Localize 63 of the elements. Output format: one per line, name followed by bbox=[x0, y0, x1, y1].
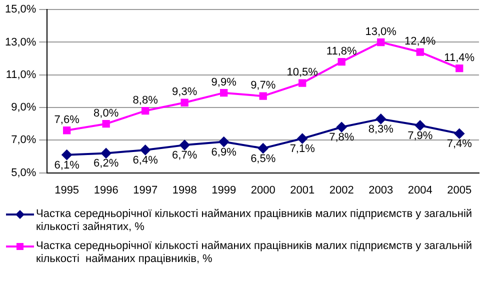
point bbox=[101, 148, 112, 158]
data-label: 11,8% bbox=[326, 45, 358, 58]
data-label: 6,7% bbox=[172, 150, 198, 162]
point bbox=[454, 128, 464, 139]
x-tick-label: 2002 bbox=[329, 184, 354, 196]
data-label: 9,7% bbox=[250, 80, 276, 92]
x-tick-label: 1997 bbox=[133, 184, 158, 196]
data-label: 7,8% bbox=[329, 132, 354, 144]
point bbox=[415, 120, 426, 130]
point bbox=[377, 38, 385, 46]
data-label: 8,3% bbox=[368, 123, 394, 136]
x-tick-label: 2000 bbox=[250, 184, 276, 196]
data-label: 6,2% bbox=[94, 158, 119, 170]
point bbox=[102, 120, 110, 128]
point bbox=[62, 126, 71, 134]
data-label: 6,4% bbox=[132, 154, 158, 166]
data-label: 7,1% bbox=[290, 143, 316, 156]
data-label: 6,9% bbox=[211, 146, 237, 158]
point bbox=[298, 79, 306, 87]
y-tick-label: 13,0% bbox=[4, 36, 36, 48]
point bbox=[220, 89, 228, 97]
x-tick-label: 1996 bbox=[94, 184, 118, 196]
point bbox=[180, 140, 190, 150]
data-label: 12,4% bbox=[404, 36, 436, 48]
y-tick-label: 7,0% bbox=[11, 134, 36, 146]
point bbox=[259, 92, 267, 100]
x-tick-label: 1999 bbox=[212, 184, 236, 196]
point bbox=[140, 144, 150, 155]
point bbox=[180, 98, 188, 106]
legend-label: Частка середньорічної кількості найманих працівників малих підприємств у загальній кількості зайнятих, % bbox=[36, 208, 474, 234]
x-tick-label: 2005 bbox=[447, 184, 472, 196]
data-label: 13,0% bbox=[365, 26, 397, 38]
point bbox=[376, 114, 386, 124]
point bbox=[297, 134, 308, 144]
x-tick-label: 2003 bbox=[368, 184, 394, 196]
x-tick-label: 1998 bbox=[172, 184, 197, 196]
data-label: 7,4% bbox=[446, 138, 472, 150]
y-tick-label: 9,0% bbox=[11, 102, 36, 114]
point bbox=[62, 150, 72, 160]
data-label: 8,8% bbox=[132, 94, 158, 106]
x-tick-label: 2004 bbox=[408, 184, 432, 196]
y-tick-label: 15,0% bbox=[4, 4, 36, 16]
data-label: 7,9% bbox=[408, 130, 433, 142]
point bbox=[336, 122, 347, 132]
data-label: 11,4% bbox=[444, 52, 475, 64]
x-tick-label: 2001 bbox=[290, 184, 315, 196]
point bbox=[338, 58, 346, 66]
data-label: 8,0% bbox=[94, 107, 119, 120]
data-label: 9,9% bbox=[211, 76, 237, 88]
point bbox=[416, 48, 424, 56]
y-tick-label: 11,0% bbox=[6, 68, 36, 81]
data-label: 10,5% bbox=[286, 66, 318, 79]
x-tick-label: 1995 bbox=[54, 184, 80, 196]
data-label: 9,3% bbox=[172, 86, 198, 98]
data-label: 6,5% bbox=[250, 152, 276, 165]
data-label: 6,1% bbox=[54, 159, 80, 172]
point bbox=[142, 106, 150, 115]
data-label: 7,6% bbox=[54, 114, 80, 126]
point bbox=[456, 64, 464, 72]
legend-label: Частка середньорічної кількості найманих працівників малих підприємств у загальній кількості найманих працівників, % bbox=[36, 240, 474, 266]
y-tick-label: 5,0% bbox=[11, 166, 36, 179]
point bbox=[218, 136, 229, 147]
point bbox=[258, 143, 268, 154]
